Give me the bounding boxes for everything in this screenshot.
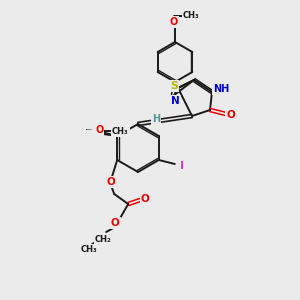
Text: N: N bbox=[171, 96, 179, 106]
Text: O: O bbox=[107, 177, 116, 187]
Text: I: I bbox=[180, 161, 184, 171]
Text: CH₃: CH₃ bbox=[81, 245, 98, 254]
Text: O: O bbox=[95, 125, 103, 135]
Text: CH₃: CH₃ bbox=[112, 127, 128, 136]
Text: H: H bbox=[152, 114, 160, 124]
Text: O: O bbox=[170, 17, 178, 27]
Text: CH₃: CH₃ bbox=[183, 11, 199, 20]
Text: NH: NH bbox=[213, 84, 229, 94]
Text: O: O bbox=[141, 194, 150, 204]
Text: methoxy: methoxy bbox=[86, 128, 92, 130]
Text: CH₂: CH₂ bbox=[95, 235, 112, 244]
Text: O: O bbox=[226, 110, 236, 120]
Text: O: O bbox=[111, 218, 120, 228]
Text: S: S bbox=[170, 81, 178, 91]
